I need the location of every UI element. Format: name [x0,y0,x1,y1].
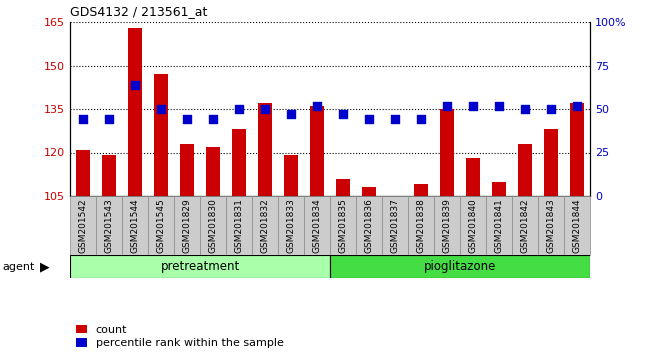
Text: GSM201543: GSM201543 [105,198,114,253]
Text: GSM201834: GSM201834 [313,198,322,253]
Point [78,116,88,122]
Point [260,106,270,112]
Bar [226,196,252,255]
Text: GSM201835: GSM201835 [339,198,348,253]
Text: GSM201840: GSM201840 [469,198,478,253]
Bar [336,179,350,196]
Bar [518,144,532,196]
Bar [102,155,116,196]
Text: GSM201831: GSM201831 [235,198,244,253]
Point [416,116,426,122]
Bar [128,28,142,196]
Point [208,116,218,122]
Point [390,116,400,122]
Bar [76,150,90,196]
Point [572,103,582,108]
Text: GSM201838: GSM201838 [417,198,426,253]
Point [520,106,530,112]
Bar [330,196,356,255]
Bar [570,103,584,196]
Point [338,112,348,117]
Legend: count, percentile rank within the sample: count, percentile rank within the sample [75,325,283,348]
Point [156,106,166,112]
Bar [252,196,278,255]
Bar [492,182,506,196]
Point [286,112,296,117]
Bar [512,196,538,255]
Text: GSM201832: GSM201832 [261,198,270,253]
Bar [460,196,486,255]
Text: GSM201542: GSM201542 [79,198,88,253]
Bar [96,196,122,255]
Point [130,82,140,87]
Bar [538,196,564,255]
Text: GSM201833: GSM201833 [287,198,296,253]
Point [468,103,478,108]
Bar [70,196,96,255]
Text: agent: agent [2,262,34,272]
Bar [564,196,590,255]
Bar [466,158,480,196]
Text: GSM201839: GSM201839 [443,198,452,253]
Bar [180,144,194,196]
Bar [356,196,382,255]
Point [104,116,114,122]
Text: GSM201544: GSM201544 [131,198,140,253]
Text: GSM201841: GSM201841 [495,198,504,253]
Bar [330,255,590,278]
Text: GSM201829: GSM201829 [183,198,192,253]
Bar [174,196,200,255]
Point [546,106,556,112]
Bar [154,74,168,196]
Point [364,116,374,122]
Text: GSM201842: GSM201842 [521,198,530,253]
Bar [122,196,148,255]
Bar [382,196,408,255]
Bar [304,196,330,255]
Bar [310,106,324,196]
Point [312,103,322,108]
Text: GSM201830: GSM201830 [209,198,218,253]
Point [442,103,452,108]
Text: GSM201836: GSM201836 [365,198,374,253]
Text: GSM201837: GSM201837 [391,198,400,253]
Text: GSM201844: GSM201844 [573,198,582,253]
Point [494,103,504,108]
Text: ▶: ▶ [40,261,49,274]
Text: GSM201545: GSM201545 [157,198,166,253]
Bar [362,187,376,196]
Bar [70,255,330,278]
Point [182,116,192,122]
Bar [414,184,428,196]
Bar [232,129,246,196]
Text: GDS4132 / 213561_at: GDS4132 / 213561_at [70,5,207,18]
Text: GSM201843: GSM201843 [547,198,556,253]
Bar [544,129,558,196]
Bar [258,103,272,196]
Bar [148,196,174,255]
Bar [284,155,298,196]
Bar [486,196,512,255]
Bar [278,196,304,255]
Text: pioglitazone: pioglitazone [424,260,496,273]
Bar [200,196,226,255]
Bar [206,147,220,196]
Text: pretreatment: pretreatment [161,260,240,273]
Bar [408,196,434,255]
Point [234,106,244,112]
Bar [434,196,460,255]
Bar [440,109,454,196]
